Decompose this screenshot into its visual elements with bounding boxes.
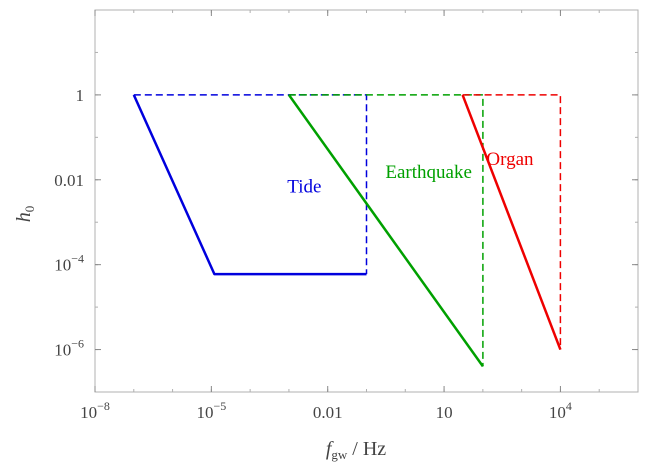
y-axis-label: h0 — [13, 206, 37, 223]
x-tick-label: 0.01 — [313, 403, 343, 422]
series-organ-label: Organ — [486, 149, 534, 170]
series-organ-line — [461, 94, 562, 351]
series-layer — [132, 94, 562, 368]
y-tick-label: 10−6 — [54, 337, 84, 360]
axis-ticks — [94, 9, 639, 393]
y-tick-label: 0.01 — [54, 171, 84, 190]
series-earthquake-line — [287, 94, 484, 368]
series-tide-label: Tide — [287, 177, 321, 198]
y-tick-label: 10−4 — [54, 252, 84, 275]
labels-layer: 10−8 10−5 0.01 10 104 1 0.01 10−4 10−6 Tide Earthq… — [54, 86, 572, 422]
series-tide-dashed-line — [133, 94, 368, 275]
x-tick-label: 10−5 — [196, 399, 226, 422]
x-tick-label: 10 — [436, 403, 453, 422]
x-axis-label-main: f — [326, 438, 334, 460]
x-tick-label: 10−8 — [80, 399, 110, 422]
y-axis-label-sub: 0 — [22, 206, 37, 213]
x-axis-label-unit: / Hz — [347, 438, 386, 460]
series-earthquake-dashed-line — [288, 94, 484, 367]
x-tick-label: 104 — [549, 399, 572, 422]
x-axis-label: fgw / Hz — [326, 438, 386, 462]
plot-frame — [94, 9, 639, 393]
series-earthquake-label: Earthquake — [385, 162, 472, 183]
x-axis-label-sub: gw — [331, 447, 348, 462]
y-axis-label-main: h — [13, 212, 35, 222]
series-organ-dashed-line — [462, 94, 562, 350]
y-tick-label: 1 — [76, 86, 85, 105]
series-tide-line — [132, 94, 367, 276]
